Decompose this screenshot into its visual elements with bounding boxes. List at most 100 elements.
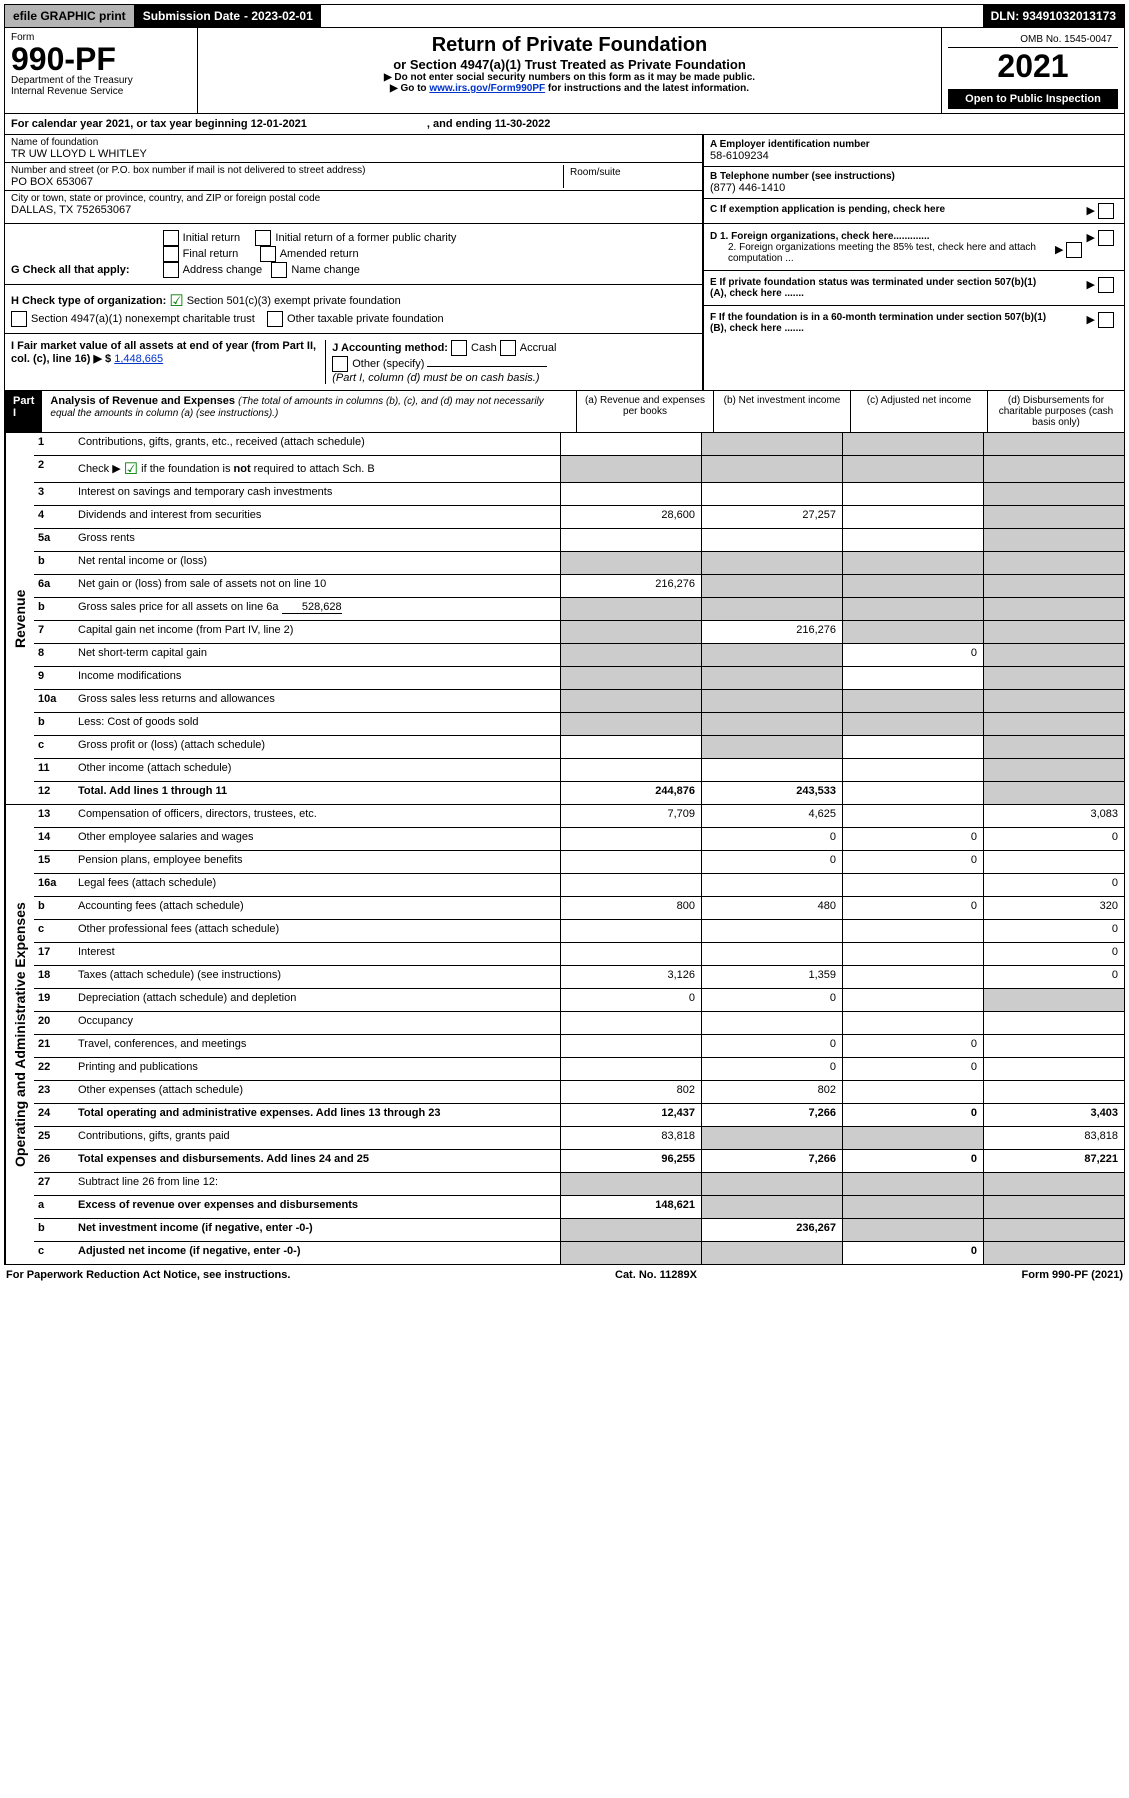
- r22-d: [983, 1058, 1124, 1080]
- r7-d: [983, 621, 1124, 643]
- j-other-checkbox[interactable]: [332, 356, 348, 372]
- subdate-value: - 2023-02-01: [244, 9, 313, 23]
- r7-c: [842, 621, 983, 643]
- r16b-c: 0: [842, 897, 983, 919]
- g-address-checkbox[interactable]: [163, 262, 179, 278]
- d2-label: 2. Foreign organizations meeting the 85%…: [728, 242, 1048, 264]
- col-b-header: (b) Net investment income: [714, 391, 851, 432]
- r27c-desc: Adjusted net income (if negative, enter …: [74, 1242, 560, 1264]
- ein-value: 58-6109234: [710, 150, 1118, 162]
- name-address-block: Name of foundation TR UW LLOYD L WHITLEY…: [4, 135, 1125, 224]
- r10c-a: [560, 736, 701, 758]
- r5b-desc: Net rental income or (loss): [74, 552, 560, 574]
- r6b-c: [842, 598, 983, 620]
- r5b-num: b: [34, 552, 74, 574]
- r9-d: [983, 667, 1124, 689]
- r13-num: 13: [34, 805, 74, 827]
- r6a-c: [842, 575, 983, 597]
- j-accrual-checkbox[interactable]: [500, 340, 516, 356]
- r13-d: 3,083: [983, 805, 1124, 827]
- g-initial-former-checkbox[interactable]: [255, 230, 271, 246]
- f-checkbox[interactable]: [1098, 312, 1114, 328]
- j-cash-checkbox[interactable]: [451, 340, 467, 356]
- r10b-desc: Less: Cost of goods sold: [74, 713, 560, 735]
- r27a-a: 148,621: [560, 1196, 701, 1218]
- r10a-c: [842, 690, 983, 712]
- foundation-name-cell: Name of foundation TR UW LLOYD L WHITLEY: [5, 135, 702, 163]
- g-namechg-checkbox[interactable]: [271, 262, 287, 278]
- city-label: City or town, state or province, country…: [11, 193, 696, 204]
- form-title: Return of Private Foundation: [204, 34, 935, 57]
- g-initial-checkbox[interactable]: [163, 230, 179, 246]
- j-accrual: Accrual: [520, 342, 557, 354]
- h-other-checkbox[interactable]: [267, 311, 283, 327]
- r24-c: 0: [842, 1104, 983, 1126]
- r25-c: [842, 1127, 983, 1149]
- r6a-d: [983, 575, 1124, 597]
- street-value: PO BOX 653067: [11, 176, 563, 188]
- r20-a: [560, 1012, 701, 1034]
- r16b-num: b: [34, 897, 74, 919]
- r20-b: [701, 1012, 842, 1034]
- r14-a: [560, 828, 701, 850]
- instructions-link[interactable]: www.irs.gov/Form990PF: [429, 83, 545, 94]
- efile-print-button[interactable]: efile GRAPHIC print: [5, 5, 135, 27]
- name-right: A Employer identification number 58-6109…: [702, 135, 1124, 223]
- r10c-d: [983, 736, 1124, 758]
- r2-b: [701, 456, 842, 482]
- r22-a: [560, 1058, 701, 1080]
- g-final-checkbox[interactable]: [163, 246, 179, 262]
- r16a-desc: Legal fees (attach schedule): [74, 874, 560, 896]
- r1-b: [701, 433, 842, 455]
- r16b-b: 480: [701, 897, 842, 919]
- g-amended-checkbox[interactable]: [260, 246, 276, 262]
- r20-desc: Occupancy: [74, 1012, 560, 1034]
- r16a-b: [701, 874, 842, 896]
- j-other: Other (specify): [352, 358, 424, 370]
- d1-checkbox[interactable]: [1098, 230, 1114, 246]
- calendar-year-row: For calendar year 2021, or tax year begi…: [4, 114, 1125, 135]
- h-4947-checkbox[interactable]: [11, 311, 27, 327]
- d2-checkbox[interactable]: [1066, 242, 1082, 258]
- r14-b: 0: [701, 828, 842, 850]
- r17-a: [560, 943, 701, 965]
- page-footer: For Paperwork Reduction Act Notice, see …: [4, 1265, 1125, 1285]
- r17-b: [701, 943, 842, 965]
- r10b-b: [701, 713, 842, 735]
- r18-num: 18: [34, 966, 74, 988]
- r27-b: [701, 1173, 842, 1195]
- r4-a: 28,600: [560, 506, 701, 528]
- r10b-d: [983, 713, 1124, 735]
- r27a-d: [983, 1196, 1124, 1218]
- r7-num: 7: [34, 621, 74, 643]
- fmv-link[interactable]: 1,448,665: [114, 353, 163, 365]
- r16b-desc: Accounting fees (attach schedule): [74, 897, 560, 919]
- r5a-d: [983, 529, 1124, 551]
- c-checkbox[interactable]: [1098, 203, 1114, 219]
- r27c-num: c: [34, 1242, 74, 1264]
- r22-desc: Printing and publications: [74, 1058, 560, 1080]
- g-address: Address change: [183, 264, 263, 276]
- column-headers: (a) Revenue and expenses per books (b) N…: [576, 391, 1124, 432]
- ij-row: I Fair market value of all assets at end…: [5, 334, 702, 390]
- r15-desc: Pension plans, employee benefits: [74, 851, 560, 873]
- r17-desc: Interest: [74, 943, 560, 965]
- r13-a: 7,709: [560, 805, 701, 827]
- ein-label: A Employer identification number: [710, 139, 1118, 150]
- r12-desc: Total. Add lines 1 through 11: [74, 782, 560, 804]
- r10a-a: [560, 690, 701, 712]
- r16a-d: 0: [983, 874, 1124, 896]
- form-number: 990-PF: [11, 43, 191, 75]
- r2-c: [842, 456, 983, 482]
- r27-c: [842, 1173, 983, 1195]
- e-checkbox[interactable]: [1098, 277, 1114, 293]
- r23-c: [842, 1081, 983, 1103]
- r3-c: [842, 483, 983, 505]
- r10b-num: b: [34, 713, 74, 735]
- r12-c: [842, 782, 983, 804]
- r5a-num: 5a: [34, 529, 74, 551]
- h-501c3: Section 501(c)(3) exempt private foundat…: [187, 295, 401, 307]
- r10a-num: 10a: [34, 690, 74, 712]
- h-other: Other taxable private foundation: [287, 313, 444, 325]
- note-ssn: ▶ Do not enter social security numbers o…: [204, 72, 935, 83]
